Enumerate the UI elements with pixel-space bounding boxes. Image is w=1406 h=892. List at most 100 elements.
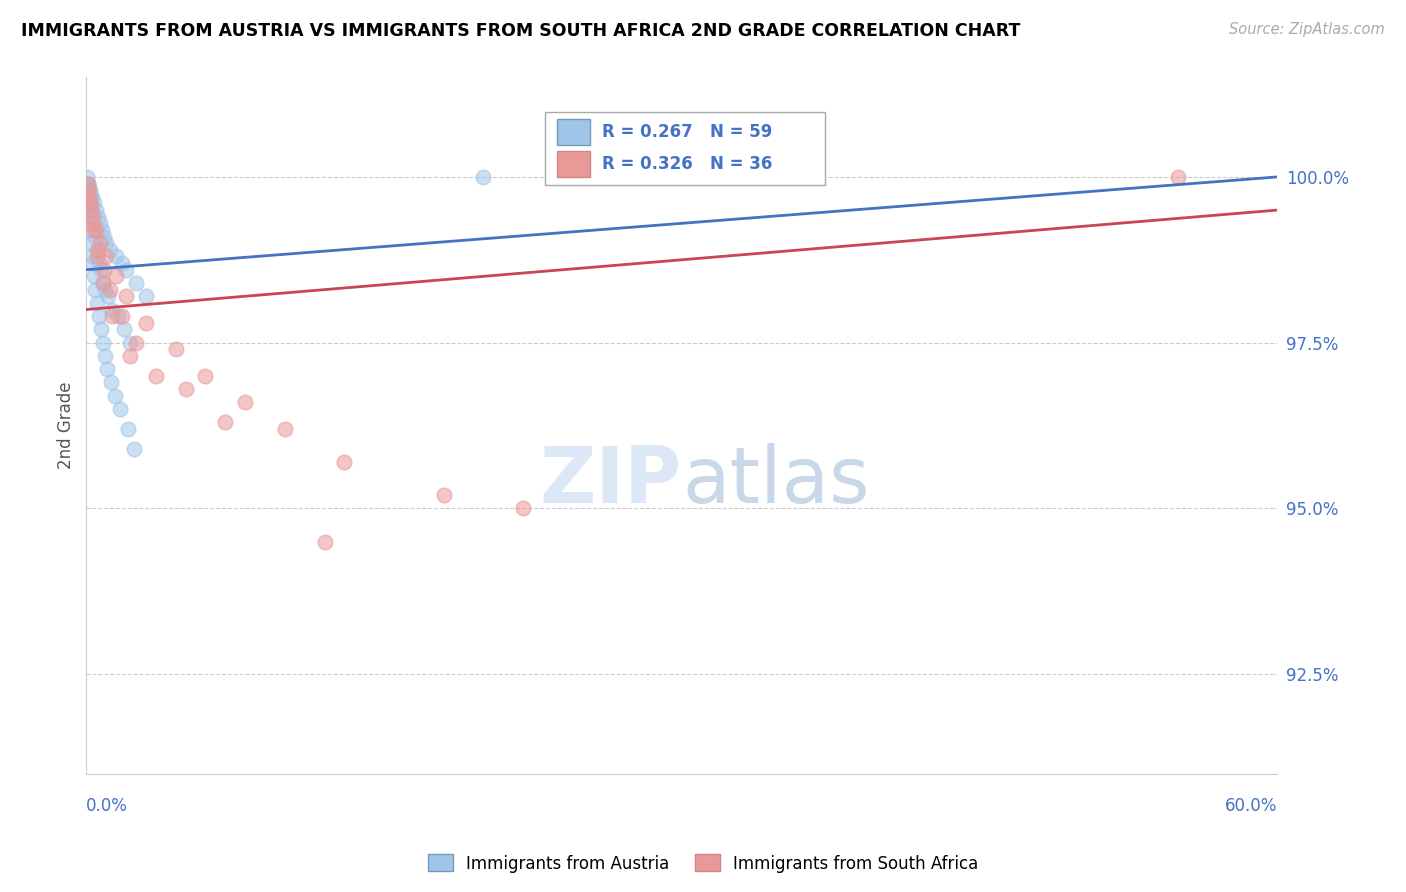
Text: 0.0%: 0.0% (86, 797, 128, 815)
Point (91, 276, 114, 290)
Point (314, 534, 336, 549)
Point (82, 216, 104, 230)
Point (89, 236, 111, 251)
Point (83, 283, 105, 297)
Point (96, 362, 118, 376)
Point (77, 183, 100, 197)
Point (86, 250, 108, 264)
Point (135, 316, 157, 330)
Point (79, 196, 101, 211)
Point (82, 210, 104, 224)
Text: R = 0.267   N = 59: R = 0.267 N = 59 (602, 123, 772, 141)
Text: ZIP: ZIP (540, 443, 682, 519)
Point (87, 309, 110, 323)
Point (80, 190, 103, 204)
Point (84, 223, 107, 237)
Text: R = 0.326   N = 36: R = 0.326 N = 36 (602, 155, 772, 173)
Point (115, 289, 138, 303)
Point (83, 269, 105, 284)
Point (93, 349, 115, 363)
Point (94, 283, 117, 297)
Point (105, 269, 128, 284)
Point (82, 190, 104, 204)
Point (100, 376, 122, 390)
Point (165, 343, 187, 357)
Point (233, 395, 256, 409)
Point (118, 335, 141, 350)
Point (105, 250, 128, 264)
Point (94, 236, 117, 251)
Point (80, 202, 103, 217)
Point (80, 250, 103, 264)
Point (115, 262, 138, 277)
Point (91, 276, 114, 290)
Point (77, 177, 100, 191)
Point (117, 422, 139, 436)
Point (98, 283, 121, 297)
Point (77, 190, 100, 204)
Point (76, 169, 98, 184)
Point (79, 223, 101, 237)
Point (80, 202, 103, 217)
Point (77, 177, 100, 191)
Point (111, 309, 134, 323)
Point (145, 368, 167, 383)
Point (83, 196, 105, 211)
Point (512, 501, 534, 516)
Y-axis label: 2nd Grade: 2nd Grade (58, 382, 75, 469)
Text: IMMIGRANTS FROM AUSTRIA VS IMMIGRANTS FROM SOUTH AFRICA 2ND GRADE CORRELATION CH: IMMIGRANTS FROM AUSTRIA VS IMMIGRANTS FR… (21, 22, 1021, 40)
Point (94, 250, 117, 264)
Point (472, 169, 495, 184)
Point (104, 389, 127, 403)
Point (76, 177, 98, 191)
FancyBboxPatch shape (546, 112, 825, 186)
Legend: Immigrants from Austria, Immigrants from South Africa: Immigrants from Austria, Immigrants from… (422, 847, 984, 880)
Point (79, 190, 101, 204)
Point (1167, 169, 1189, 184)
Point (97, 289, 120, 303)
Point (101, 302, 124, 317)
Point (174, 382, 197, 396)
Point (86, 296, 108, 310)
Point (98, 243, 121, 257)
Point (83, 223, 105, 237)
Point (93, 262, 115, 277)
Point (333, 455, 356, 469)
Point (80, 236, 103, 251)
Point (274, 422, 297, 436)
Point (89, 216, 111, 230)
Point (91, 223, 114, 237)
Point (77, 183, 100, 197)
Point (125, 276, 148, 290)
Point (214, 415, 236, 429)
Point (79, 210, 101, 224)
Point (108, 401, 131, 416)
Point (77, 196, 100, 211)
Point (91, 335, 114, 350)
Point (112, 322, 135, 336)
Point (118, 349, 141, 363)
Point (79, 196, 101, 211)
Point (111, 256, 134, 270)
FancyBboxPatch shape (557, 151, 591, 177)
Point (79, 196, 101, 211)
Text: Source: ZipAtlas.com: Source: ZipAtlas.com (1229, 22, 1385, 37)
Point (77, 190, 100, 204)
FancyBboxPatch shape (557, 119, 591, 145)
Point (82, 256, 104, 270)
Point (84, 202, 107, 217)
Point (93, 229, 115, 244)
Text: atlas: atlas (682, 443, 869, 519)
Text: 60.0%: 60.0% (1225, 797, 1278, 815)
Point (87, 243, 110, 257)
Point (87, 210, 110, 224)
Point (135, 289, 157, 303)
Point (90, 322, 112, 336)
Point (90, 262, 112, 277)
Point (107, 309, 129, 323)
Point (125, 335, 148, 350)
Point (101, 309, 124, 323)
Point (77, 183, 100, 197)
Point (89, 256, 111, 270)
Point (86, 243, 108, 257)
